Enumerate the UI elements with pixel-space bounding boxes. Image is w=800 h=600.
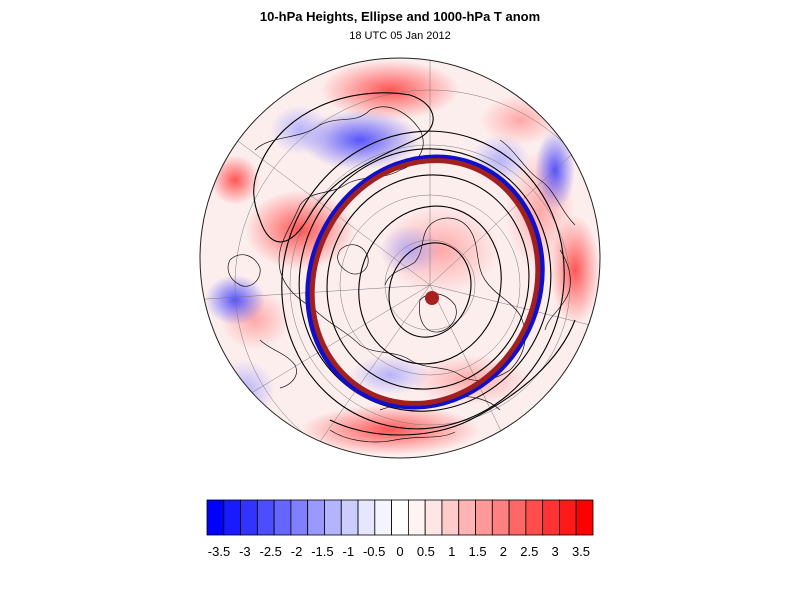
colorbar-box xyxy=(357,499,376,536)
colorbar-tick-label: 1.5 xyxy=(469,544,487,559)
colorbar-tick-label: 2 xyxy=(500,544,507,559)
colorbar-tick-label: 1 xyxy=(448,544,455,559)
colorbar-tick-label: 3.5 xyxy=(572,544,590,559)
map-title: 10-hPa Heights, Ellipse and 1000-hPa T a… xyxy=(259,9,541,24)
colorbar-tick-label: -2.5 xyxy=(260,544,282,559)
colorbar-tick-label: -2 xyxy=(291,544,303,559)
colorbar-box xyxy=(491,499,510,536)
coastlines xyxy=(227,106,576,443)
colorbar-box xyxy=(340,499,359,536)
map-subtitle: 18 UTC 05 Jan 2012 xyxy=(349,30,451,42)
ellipse-blue xyxy=(305,154,545,410)
colorbar-boxes xyxy=(206,499,594,536)
colorbar-tick-label: 3 xyxy=(552,544,559,559)
graticule xyxy=(200,58,600,458)
colorbar-tick-label: 0 xyxy=(396,544,403,559)
globe-outline xyxy=(199,57,601,459)
colorbar-box xyxy=(441,499,460,536)
colorbar-box xyxy=(324,499,342,536)
colorbar-tick-label: -3 xyxy=(239,544,251,559)
colorbar-box xyxy=(256,499,275,536)
colorbar-tick-label: 0.5 xyxy=(417,544,435,559)
colorbar-tick-label: -1 xyxy=(343,544,355,559)
height-contours xyxy=(253,92,576,436)
colorbar-box xyxy=(290,499,309,536)
colorbar-box xyxy=(508,499,527,536)
colorbar-box xyxy=(542,499,560,536)
colorbar-box xyxy=(374,499,393,536)
colorbar-box xyxy=(559,499,577,536)
colorbar-box xyxy=(391,499,409,536)
colorbar-box xyxy=(223,499,241,536)
colorbar-box xyxy=(273,499,292,536)
colorbar-box xyxy=(206,499,225,536)
colorbar-box xyxy=(458,499,476,536)
colorbar-box xyxy=(575,499,594,536)
colorbar-box xyxy=(475,499,493,536)
colorbar-labels: -3.5 -3 -2.5 -2 -1.5 -1 -0.5 0 0.5 1 1.5 2 2.5 3 3.5 xyxy=(208,544,590,559)
colorbar-box xyxy=(307,499,325,536)
ellipse-red xyxy=(309,158,541,406)
temperature-anomaly-field xyxy=(200,58,600,458)
colorbar-tick-label: -3.5 xyxy=(208,544,230,559)
colorbar-tick-label: -0.5 xyxy=(363,544,385,559)
colorbar-box xyxy=(240,499,258,536)
colorbar-box xyxy=(424,499,443,536)
colorbar-box xyxy=(407,499,426,536)
colorbar-tick-label: -1.5 xyxy=(311,544,333,559)
ellipse-center-dot xyxy=(425,291,439,305)
colorbar-tick-label: 2.5 xyxy=(520,544,538,559)
colorbar-box xyxy=(525,499,544,536)
